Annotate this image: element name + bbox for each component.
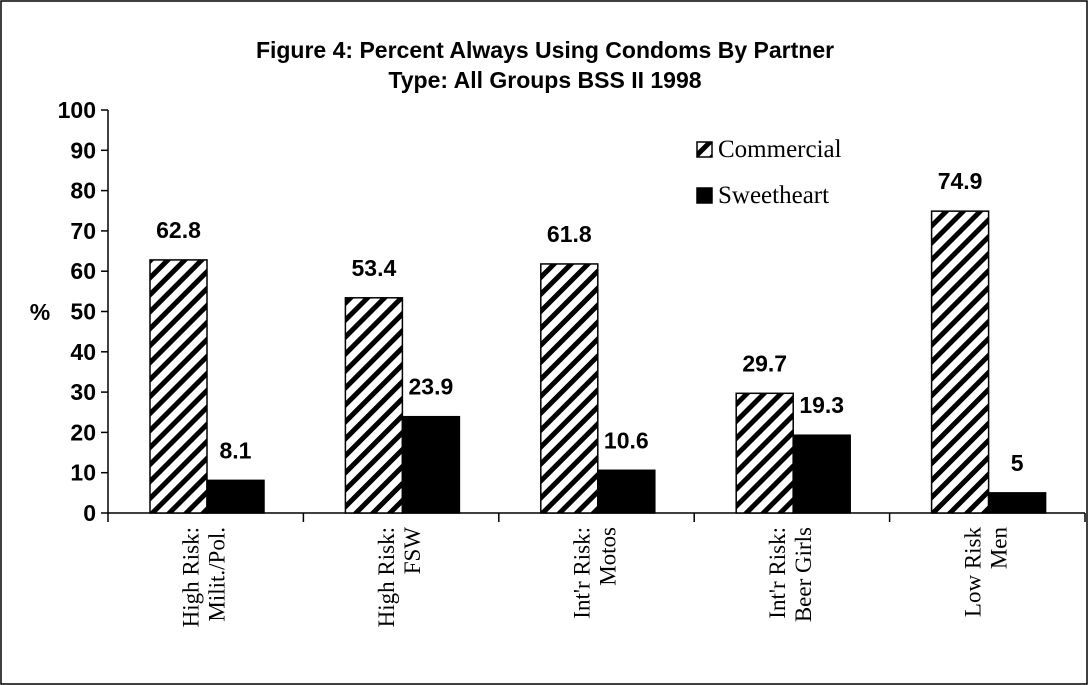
bar: [540, 263, 599, 514]
chart-title: Type: All Groups BSS II 1998: [388, 67, 701, 93]
bar: [792, 434, 851, 514]
bar: [597, 469, 656, 514]
y-tick-label: 10: [70, 460, 96, 486]
legend-label: Commercial: [718, 136, 842, 163]
y-tick-label: 80: [70, 178, 96, 204]
x-tick-label: Motos: [596, 527, 621, 586]
bar: [149, 259, 208, 514]
y-axis-label: %: [30, 299, 50, 325]
y-tick-label: 100: [58, 97, 96, 123]
data-label: 74.9: [938, 168, 983, 194]
y-tick-label: 30: [70, 379, 96, 405]
x-tick-label: Beer Girls: [791, 527, 816, 622]
x-tick-label: High Risk:: [374, 527, 399, 627]
y-tick-label: 90: [70, 137, 96, 163]
y-tick-label: 20: [70, 419, 96, 445]
data-label: 10.6: [604, 427, 649, 453]
x-tick-label: Int'r Risk:: [570, 527, 595, 619]
x-tick-label: Int'r Risk:: [765, 527, 790, 619]
legend-label: Sweetheart: [718, 182, 829, 209]
bar: [206, 479, 265, 514]
data-label: 5: [1011, 450, 1024, 476]
data-label: 29.7: [742, 350, 787, 376]
data-label: 53.4: [352, 255, 397, 281]
bar: [344, 297, 404, 514]
legend-swatch: [696, 141, 713, 158]
chart-title: Figure 4: Percent Always Using Condoms B…: [256, 37, 834, 63]
x-tick-label: Milit./Pol.: [205, 527, 230, 622]
bar: [987, 492, 1047, 514]
y-tick-label: 40: [70, 339, 96, 365]
y-tick-label: 50: [70, 299, 96, 325]
data-label: 8.1: [220, 437, 252, 463]
bar: [401, 415, 461, 514]
x-tick-label: FSW: [400, 527, 425, 575]
x-tick-label: Men: [986, 527, 1011, 570]
x-tick-label: Low Risk: [960, 527, 985, 618]
bar: [930, 210, 990, 514]
x-tick-label: High Risk:: [179, 527, 204, 627]
y-tick-label: 60: [70, 258, 96, 284]
y-tick-label: 70: [70, 218, 96, 244]
data-label: 19.3: [799, 392, 844, 418]
y-tick-label: 0: [83, 500, 96, 526]
data-label: 61.8: [547, 221, 592, 247]
data-label: 23.9: [409, 374, 454, 400]
legend-swatch: [696, 187, 713, 204]
bar: [735, 392, 794, 514]
data-label: 62.8: [156, 217, 201, 243]
